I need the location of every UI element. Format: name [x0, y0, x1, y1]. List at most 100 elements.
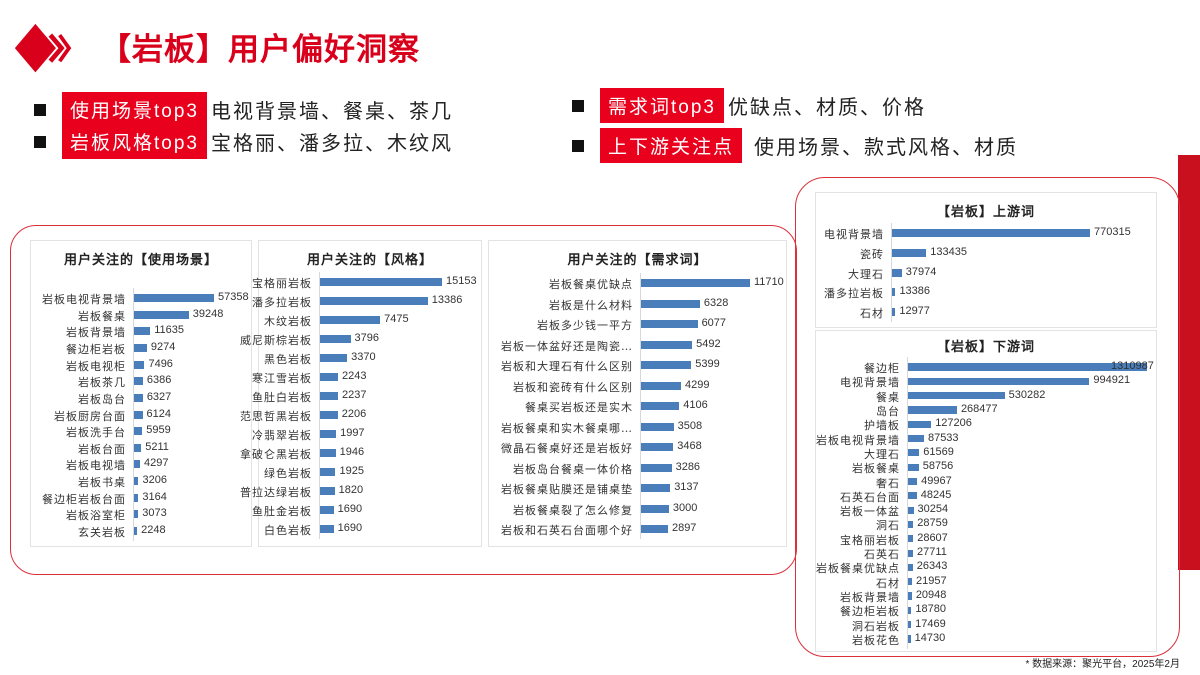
category-label: 岩板和瓷砖有什么区别	[513, 380, 633, 394]
bar	[908, 563, 913, 571]
category-label: 鱼肚白岩板	[252, 391, 312, 404]
category-label: 岩板洗手台	[66, 426, 126, 440]
bullet-scene: 使用场景top3 电视背景墙、餐桌、茶几	[34, 92, 453, 127]
category-label: 石材	[860, 307, 884, 320]
bullet-text: 宝格丽、潘多拉、木纹风	[210, 133, 453, 155]
chart-panel: 【岩板】下游词 餐边柜 1310987 电视背景墙 994921 餐桌 530282 岛台 26…	[815, 330, 1157, 652]
bar	[320, 297, 428, 305]
category-label: 鱼肚金岩板	[252, 505, 312, 518]
bar	[320, 468, 336, 476]
bar	[908, 392, 1005, 400]
data-label: 5211	[145, 440, 169, 453]
data-label: 6386	[146, 374, 172, 387]
data-label: 28607	[917, 531, 948, 544]
data-label: 3468	[677, 440, 702, 452]
bar	[641, 422, 674, 431]
bar	[134, 377, 143, 386]
category-label: 寒江雪岩板	[252, 372, 312, 385]
data-label: 11635	[154, 324, 184, 337]
data-label: 3370	[351, 351, 376, 363]
data-label: 21957	[916, 574, 947, 587]
category-label: 餐边柜岩板	[66, 342, 126, 356]
data-label: 87533	[927, 431, 959, 444]
category-label: 冷翡翠岩板	[252, 429, 312, 442]
data-label: 7496	[148, 357, 173, 370]
bar	[641, 443, 674, 451]
category-label: 瓷砖	[860, 247, 884, 261]
data-label: 770315	[1094, 226, 1131, 238]
data-label: 2206	[341, 408, 367, 420]
page-title: 【岩板】用户偏好洞察	[100, 32, 420, 67]
bar	[641, 299, 700, 308]
data-label: 3206	[142, 474, 167, 487]
bar	[641, 279, 750, 287]
bar	[134, 427, 143, 436]
data-label: 28759	[917, 517, 948, 530]
data-label: 49967	[921, 474, 952, 487]
bar	[320, 430, 337, 438]
chart-title: 【岩板】上游词	[936, 205, 1035, 220]
category-label: 岩板电视柜	[66, 359, 126, 373]
category-label: 护墙板	[864, 419, 900, 433]
category-label: 岛台	[876, 404, 900, 418]
side-accent-bar	[1178, 155, 1200, 570]
data-label: 13386	[431, 294, 463, 306]
category-label: 餐边柜岩板	[840, 605, 900, 619]
data-label: 4297	[143, 457, 169, 470]
chart-panel: 用户关注的【需求词】 岩板餐桌优缺点 11710 岩板是什么材料 6328 岩板多少钱一平…	[488, 240, 787, 547]
data-label: 6328	[703, 296, 729, 309]
data-label: 14730	[914, 632, 946, 644]
bar	[134, 360, 145, 369]
category-label: 餐桌	[876, 390, 900, 404]
bar	[320, 449, 336, 457]
bar	[892, 288, 896, 297]
bar	[641, 340, 693, 349]
chart-axis	[907, 357, 908, 649]
highlight-tag: 岩板风格top3	[62, 124, 207, 159]
bar	[908, 578, 912, 586]
category-label: 玄关岩板	[78, 526, 126, 539]
data-label: 26343	[916, 560, 948, 573]
data-label: 6327	[146, 390, 172, 403]
data-label: 1690	[337, 503, 363, 515]
category-label: 大理石	[848, 267, 884, 281]
bar	[134, 527, 138, 535]
category-label: 岩板一体盆	[840, 505, 900, 519]
category-label: 岩板餐桌贴膜还是铺桌垫	[501, 483, 633, 496]
data-label: 3286	[675, 460, 701, 473]
data-label: 2237	[342, 389, 367, 401]
bar	[320, 316, 381, 324]
category-label: 大理石	[864, 447, 900, 461]
bar	[320, 411, 338, 419]
bar	[320, 487, 335, 495]
chart-title: 用户关注的【需求词】	[567, 253, 708, 268]
bar	[641, 525, 668, 533]
data-label: 994921	[1093, 374, 1131, 387]
category-label: 拿破仑黑岩板	[240, 448, 312, 461]
category-label: 微晶石餐桌好还是岩板好	[501, 442, 633, 455]
data-label: 58756	[922, 460, 954, 473]
bar	[908, 621, 912, 629]
category-label: 黑色岩板	[264, 353, 312, 366]
category-label: 奢石	[876, 476, 900, 490]
bar	[320, 335, 351, 343]
bar	[892, 248, 927, 257]
bullet-style: 岩板风格top3 宝格丽、潘多拉、木纹风	[34, 124, 453, 159]
chart-panel: 【岩板】上游词 电视背景墙 770315 瓷砖 133435 大理石 37974 潘多拉岩板 1…	[815, 192, 1157, 328]
category-label: 岩板茶几	[78, 376, 126, 390]
bar	[908, 549, 914, 557]
data-label: 1925	[339, 465, 364, 477]
bullet-square-icon	[572, 139, 584, 152]
category-label: 石英石台面	[840, 490, 900, 504]
chart-axis	[319, 272, 320, 539]
bar	[134, 393, 143, 402]
data-label: 3000	[672, 501, 698, 514]
data-label: 5492	[696, 337, 721, 350]
bar	[908, 449, 920, 457]
bar	[908, 592, 912, 600]
category-label: 岩板书桌	[78, 476, 126, 490]
category-label: 岩板浴室柜	[66, 509, 126, 523]
data-label: 20948	[915, 589, 947, 602]
bar	[892, 308, 896, 316]
category-label: 岩板多少钱一平方	[537, 319, 633, 332]
